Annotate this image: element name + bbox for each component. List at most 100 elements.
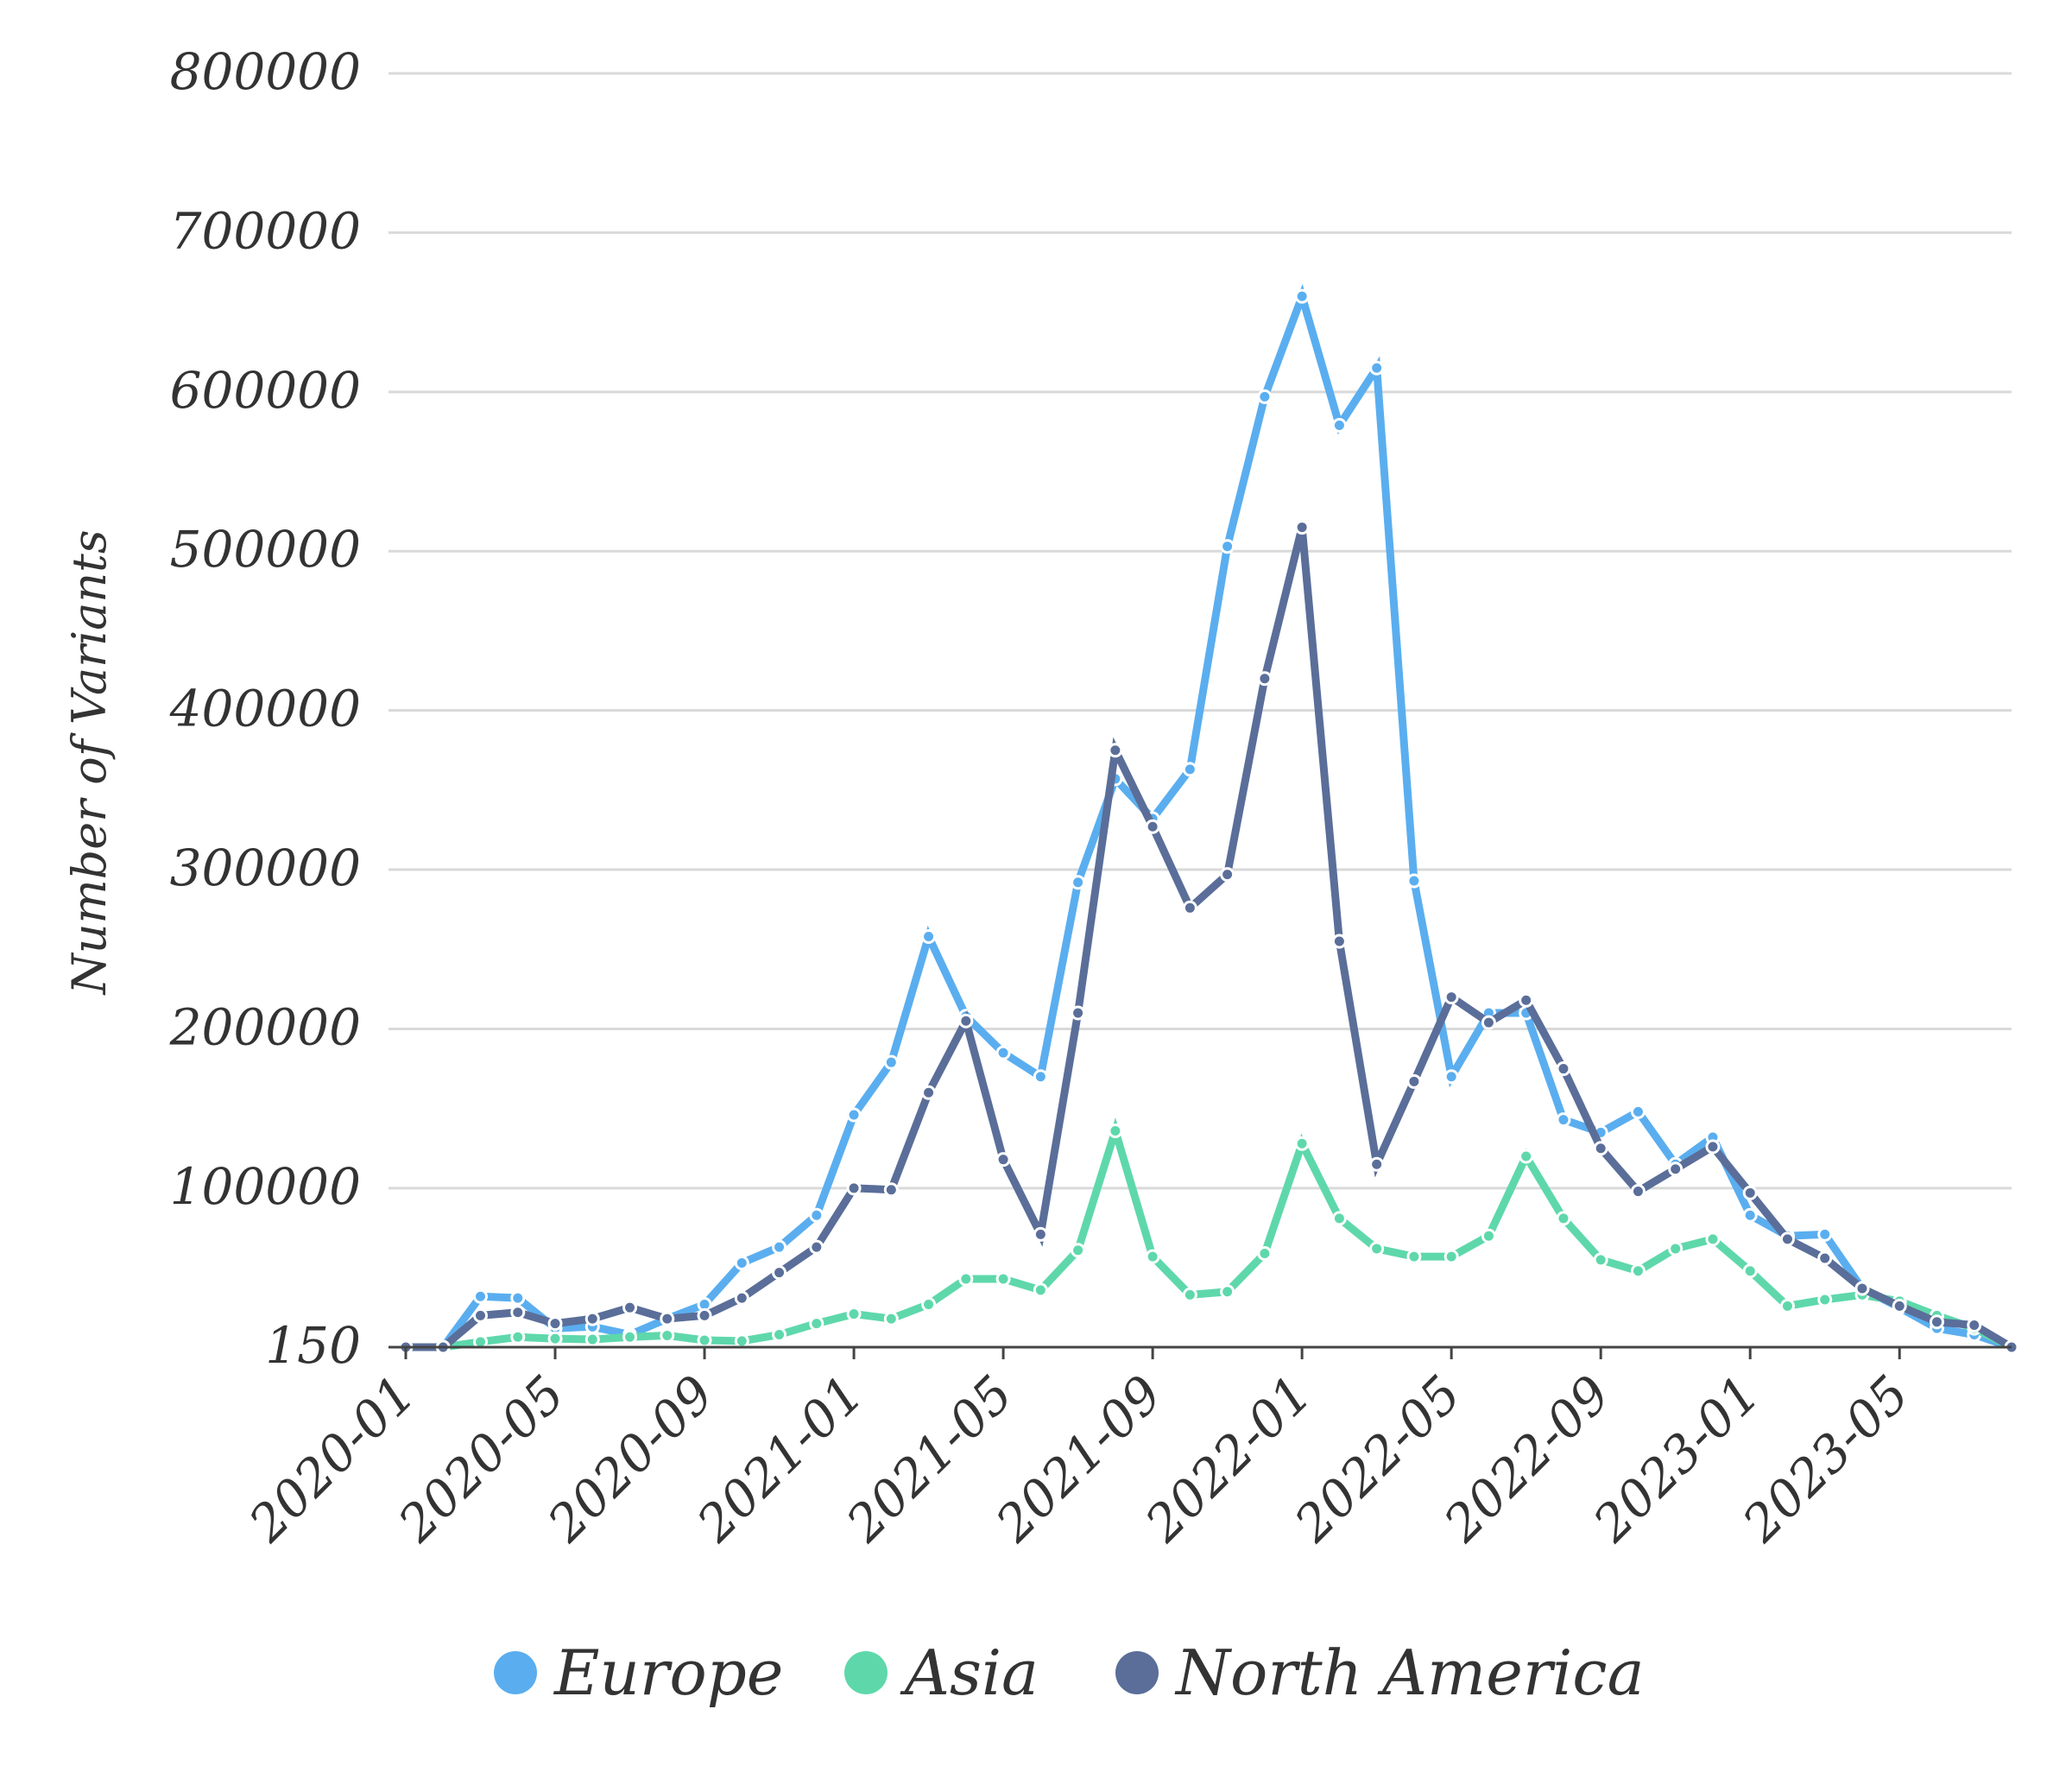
data-point-north-america (772, 1265, 787, 1281)
data-point-asia (1630, 1263, 1646, 1279)
legend: Europe Asia North America (494, 1636, 1645, 1709)
x-tick-label: 2021-05 (835, 1364, 1024, 1554)
data-point-asia (547, 1331, 563, 1346)
data-point-north-america (995, 1152, 1011, 1168)
legend-item-north-america: North America (1115, 1636, 1645, 1709)
data-point-north-america (622, 1300, 638, 1315)
x-tick-label: 2020-09 (536, 1364, 725, 1554)
x-tick-label: 2022-01 (1134, 1364, 1323, 1554)
data-point-europe (1817, 1226, 1833, 1242)
data-point-asia (1182, 1287, 1197, 1302)
data-point-asia (584, 1332, 600, 1347)
data-point-north-america (1108, 743, 1123, 758)
data-point-asia (1257, 1245, 1273, 1261)
data-point-north-america (1257, 671, 1273, 687)
data-point-europe (1071, 875, 1086, 890)
data-point-asia (1443, 1249, 1459, 1264)
y-tick-label: 400000 (169, 680, 361, 738)
data-point-north-america (1406, 1073, 1422, 1089)
data-point-north-america (1742, 1185, 1758, 1200)
data-point-europe (1406, 873, 1422, 889)
data-point-north-america (1779, 1231, 1795, 1247)
data-point-asia (1742, 1263, 1758, 1279)
data-point-europe (995, 1045, 1011, 1060)
data-point-asia (1817, 1292, 1833, 1307)
data-point-north-america (1369, 1156, 1385, 1172)
data-point-asia (1294, 1136, 1310, 1151)
data-point-asia (1071, 1243, 1086, 1258)
y-tick-label: 800000 (170, 42, 361, 101)
data-point-north-america (1705, 1139, 1721, 1155)
data-point-europe (510, 1290, 526, 1306)
data-point-europe (1556, 1112, 1571, 1128)
data-point-north-america (921, 1085, 937, 1100)
x-tick-label: 2022-09 (1432, 1364, 1621, 1554)
data-point-asia (883, 1311, 899, 1326)
data-point-asia (622, 1329, 638, 1345)
data-point-north-america (1145, 819, 1160, 834)
legend-item-europe: Europe (494, 1636, 783, 1709)
y-tick-label: 100000 (170, 1157, 361, 1216)
series-line-europe (406, 283, 2013, 1351)
data-point-asia (921, 1296, 937, 1312)
x-tick-label: 2023-05 (1731, 1364, 1920, 1554)
legend-marker (1115, 1651, 1159, 1694)
data-point-north-america (547, 1316, 563, 1332)
data-point-asia (697, 1332, 712, 1348)
data-point-north-america (846, 1180, 862, 1196)
data-point-europe (1369, 360, 1385, 376)
data-point-north-america (1071, 1005, 1086, 1021)
data-point-europe (921, 928, 937, 944)
data-point-north-america (1593, 1141, 1608, 1156)
data-point-asia (1033, 1282, 1048, 1298)
data-point-north-america (1892, 1298, 1907, 1313)
data-point-europe (1220, 539, 1235, 554)
x-tick-label: 2020-01 (237, 1364, 426, 1554)
data-point-asia (660, 1327, 675, 1343)
data-point-asia (1108, 1123, 1123, 1138)
data-point-europe (1630, 1104, 1646, 1119)
legend-label: Asia (900, 1636, 1039, 1709)
data-point-europe (1294, 288, 1310, 304)
data-point-north-america (1331, 934, 1347, 949)
series-europe (398, 283, 2019, 1355)
data-point-north-america (697, 1307, 712, 1323)
data-point-asia (958, 1271, 974, 1287)
x-tick-label: 2021-09 (984, 1364, 1173, 1554)
data-point-asia (1519, 1149, 1534, 1164)
data-point-north-america (1668, 1162, 1684, 1177)
data-point-asia (1705, 1231, 1721, 1247)
series-north-america (398, 520, 2019, 1355)
legend-marker (844, 1651, 888, 1694)
data-point-north-america (1220, 867, 1235, 883)
y-tick-label: 600000 (170, 361, 361, 420)
axes: 150 100000 200000 300000 400000 500000 600000 7… (169, 42, 2012, 1554)
data-point-north-america (1556, 1061, 1571, 1077)
data-point-europe (772, 1239, 787, 1255)
legend-marker (494, 1651, 537, 1694)
data-point-north-america (1519, 992, 1534, 1008)
x-tick-label: 2020-05 (387, 1364, 576, 1554)
y-tick-label: 500000 (170, 520, 361, 579)
data-point-north-america (510, 1305, 526, 1320)
data-point-north-america (1967, 1317, 1982, 1332)
data-point-asia (1331, 1211, 1347, 1226)
data-point-asia (772, 1327, 787, 1343)
data-point-north-america (660, 1311, 675, 1326)
legend-item-asia: Asia (844, 1636, 1039, 1709)
data-point-asia (1779, 1298, 1795, 1313)
data-point-asia (1668, 1241, 1684, 1256)
data-point-asia (734, 1333, 749, 1349)
series-asia (398, 1117, 2019, 1355)
x-tick-label: 2022-05 (1283, 1364, 1472, 1554)
data-point-europe (1257, 389, 1273, 404)
data-point-north-america (958, 1013, 974, 1029)
y-axis-title: Number of Variants (62, 529, 117, 996)
data-point-asia (1556, 1211, 1571, 1226)
data-point-europe (883, 1054, 899, 1070)
data-point-asia (846, 1307, 862, 1322)
data-point-asia (809, 1316, 824, 1332)
data-point-north-america (1443, 990, 1459, 1005)
data-point-europe (473, 1288, 489, 1304)
